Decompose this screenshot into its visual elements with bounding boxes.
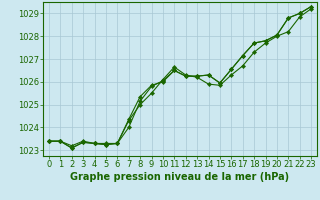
X-axis label: Graphe pression niveau de la mer (hPa): Graphe pression niveau de la mer (hPa) (70, 172, 290, 182)
